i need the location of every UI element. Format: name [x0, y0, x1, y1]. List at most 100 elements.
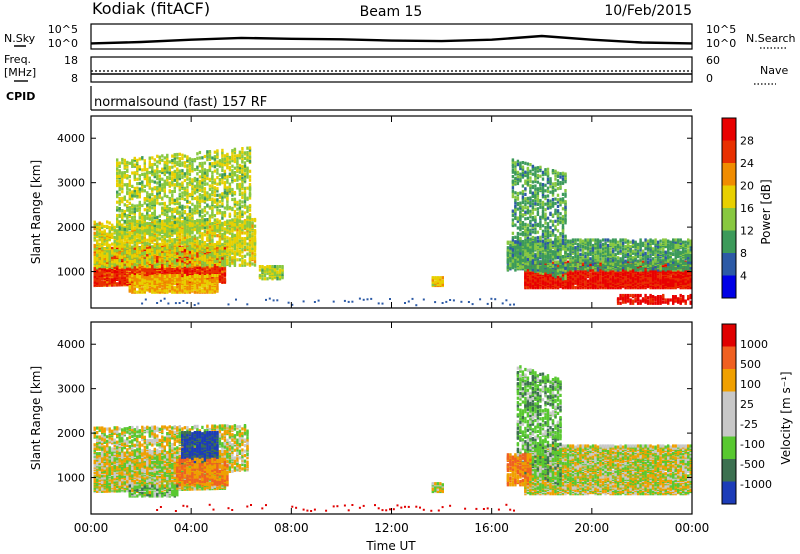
freq-left-tick-top: 18 [64, 54, 78, 67]
colorbar-tick-label: 24 [740, 157, 754, 170]
colorbar-tick-label: 100 [740, 378, 761, 391]
beam-title: Beam 15 [360, 4, 423, 20]
colorbar-swatch [722, 436, 736, 460]
scatter-region-morning-orange-patch [176, 457, 229, 487]
scatter-region-evening-green-streaks [516, 365, 562, 487]
velocity-ylabel: Slant Range [km] [29, 366, 43, 470]
ytick-label: 3000 [57, 383, 85, 396]
colorbar-swatch [722, 481, 736, 505]
xtick-label: 12:00 [374, 521, 409, 535]
power-frame [90, 115, 693, 309]
nave-label: Nave [760, 64, 788, 77]
power-yticks: 4000 3000 2000 1000 [57, 132, 692, 279]
date-title: 10/Feb/2015 [604, 3, 692, 19]
scatter-region-noon-blob [431, 276, 444, 288]
scatter-region-evening-orange-patch [506, 453, 532, 487]
colorbar-tick-label: 8 [740, 247, 747, 260]
time-axis-label: Time UT [365, 539, 416, 553]
colorbar-swatch [722, 275, 736, 299]
xtick-label: 16:00 [474, 521, 509, 535]
freq-panel: Freq. [MHz] 18 8 60 0 Nave [4, 53, 788, 85]
colorbar-tick-label: 25 [740, 398, 754, 411]
cpid-panel: CPID normalsound (fast) 157 RF [6, 86, 692, 111]
colorbar-swatch [722, 391, 736, 415]
xtick-label: 00:00 [74, 521, 109, 535]
scatter-region-evening-near-range [616, 293, 692, 305]
ytick-label: 1000 [57, 266, 85, 279]
colorbar-swatch [722, 346, 736, 370]
xtick-label: 04:00 [174, 521, 209, 535]
ytick-label: 3000 [57, 177, 85, 190]
colorbar-tick-label: -100 [740, 438, 765, 451]
freq-label-1: Freq. [4, 53, 31, 66]
noise-right-tick-bottom: 10^0 [706, 37, 736, 50]
cpid-label: CPID [6, 90, 35, 103]
xtick-label: 20:00 [575, 521, 610, 535]
colorbar-tick-label: -1000 [740, 478, 772, 491]
scatter-region-noon-blob [431, 482, 444, 494]
freq-right-tick-bottom: 0 [706, 72, 713, 85]
ytick-label: 2000 [57, 427, 85, 440]
velocity-panel: Slant Range [km] 4000 3000 2000 1000 1000 50… [29, 321, 793, 515]
velocity-colorbar-label: Velocity [m s⁻¹] [779, 371, 793, 464]
power-data-cells [93, 146, 692, 307]
ytick-label: 2000 [57, 221, 85, 234]
colorbar-tick-label: 28 [740, 135, 754, 148]
ytick-label: 1000 [57, 472, 85, 485]
colorbar-tick-label: 1000 [740, 338, 768, 351]
noise-left-tick-top: 10^5 [48, 23, 78, 36]
noise-left-tick-bottom: 10^0 [48, 37, 78, 50]
velocity-data-cells [93, 365, 692, 512]
ytick-label: 4000 [57, 132, 85, 145]
freq-label-2: [MHz] [4, 66, 36, 79]
colorbar-swatch [722, 414, 736, 437]
scatter-region-morning-near-band [128, 273, 219, 294]
noise-panel: N.Sky 10^5 10^0 10^5 10^0 N.Search [4, 23, 796, 50]
colorbar-tick-label: -25 [740, 418, 758, 431]
colorbar-swatch [722, 230, 736, 254]
cpid-program: normalsound (fast) 157 RF [94, 95, 267, 110]
colorbar-swatch [722, 324, 736, 347]
colorbar-tick-label: 4 [740, 270, 747, 283]
colorbar-swatch [722, 253, 736, 276]
colorbar-tick-label: 16 [740, 202, 754, 215]
freq-right-tick-top: 60 [706, 54, 720, 67]
colorbar-swatch [722, 369, 736, 392]
power-panel: Slant Range [km] 4000 3000 2000 1000 28 24 20… [29, 115, 773, 309]
near-range-scatter [156, 503, 515, 512]
colorbar-swatch [722, 140, 736, 164]
colorbar-frame [721, 117, 737, 299]
colorbar-frame [721, 323, 737, 505]
colorbar-tick-label: -500 [740, 458, 765, 471]
near-range-scatter [141, 297, 515, 307]
scatter-region-morning-high-streaks [116, 146, 252, 241]
noise-right-tick-top: 10^5 [706, 23, 736, 36]
time-axis: 00:00 04:00 08:00 12:00 16:00 20:00 00:00 [74, 116, 710, 535]
station-title: Kodiak (fitACF) [92, 0, 210, 18]
colorbar-tick-label: 20 [740, 180, 754, 193]
scatter-region-morning-blob-7h [258, 265, 284, 281]
nsearch-label: N.Search [746, 32, 796, 45]
colorbar-swatch [722, 459, 736, 482]
xtick-label: 08:00 [274, 521, 309, 535]
xtick-label: 00:00 [675, 521, 710, 535]
velocity-colorbar: 1000 500 100 25 -25 -100 -500 -1000 [721, 323, 772, 505]
power-colorbar: 28 24 20 16 12 8 4 [721, 117, 754, 299]
colorbar-tick-label: 500 [740, 358, 761, 371]
scatter-region-morning-green-patch [128, 484, 179, 498]
freq-left-tick-bottom: 8 [71, 72, 78, 85]
colorbar-swatch [722, 208, 736, 231]
scatter-region-evening-main-band [524, 444, 692, 496]
velocity-yticks: 4000 3000 2000 1000 [57, 338, 692, 485]
scatter-region-evening-streaks [511, 158, 567, 281]
ytick-label: 4000 [57, 338, 85, 351]
colorbar-tick-label: 12 [740, 225, 754, 238]
noise-sky-line [90, 34, 693, 45]
colorbar-swatch [722, 185, 736, 209]
colorbar-swatch [722, 118, 736, 141]
power-colorbar-label: Power [dB] [759, 179, 773, 244]
power-ylabel: Slant Range [km] [29, 160, 43, 264]
colorbar-swatch [722, 163, 736, 186]
nsky-label: N.Sky [4, 32, 36, 45]
